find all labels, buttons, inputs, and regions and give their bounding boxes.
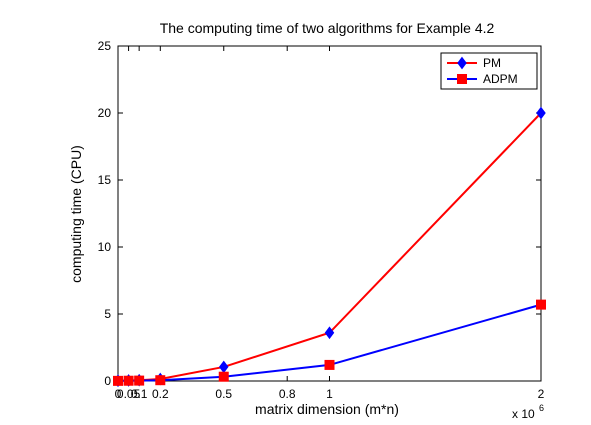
x-tick-label: 0.8 (279, 387, 296, 401)
data-point-pm (324, 326, 335, 340)
y-tick-label: 5 (104, 307, 111, 321)
data-point-adpm (134, 375, 145, 386)
data-point-adpm (536, 299, 546, 310)
data-point-adpm (113, 375, 123, 386)
x-tick-label: 0.1 (131, 387, 148, 401)
data-point-adpm (218, 371, 229, 382)
x-axis-label: matrix dimension (m*n) (255, 401, 399, 417)
legend: PM ADPM (440, 52, 538, 90)
data-point-pm (536, 106, 546, 120)
data-point-adpm (123, 375, 134, 386)
chart-title: The computing time of two algorithms for… (160, 20, 495, 36)
x-tick-label: 0.05 (117, 387, 141, 401)
x-tick-label: 0.2 (152, 387, 169, 401)
y-tick-label: 25 (98, 39, 112, 53)
y-tick-label: 0 (104, 374, 111, 388)
data-point-adpm (324, 359, 335, 370)
x-tick-label: 2 (538, 387, 545, 401)
x-axis-multiplier: x 10 6 (512, 403, 544, 421)
y-tick-label: 20 (98, 106, 112, 120)
y-tick-label: 15 (98, 173, 112, 187)
series-layer (113, 106, 546, 388)
y-axis-label: computing time (CPU) (68, 145, 84, 283)
x-tick-label: 1 (326, 387, 333, 401)
x-tick-label: 0.5 (215, 387, 232, 401)
x-multiplier-base: x 10 (512, 407, 535, 421)
legend-entry-label: PM (483, 56, 501, 70)
series-adpm (113, 299, 546, 386)
legend-marker (457, 74, 467, 84)
x-multiplier-exponent: 6 (539, 403, 544, 413)
legend-marker (457, 56, 467, 70)
y-tick-label: 10 (98, 240, 112, 254)
data-point-adpm (155, 375, 166, 386)
legend-entry-label: ADPM (483, 72, 518, 86)
x-tick-label: 0 (115, 387, 122, 401)
